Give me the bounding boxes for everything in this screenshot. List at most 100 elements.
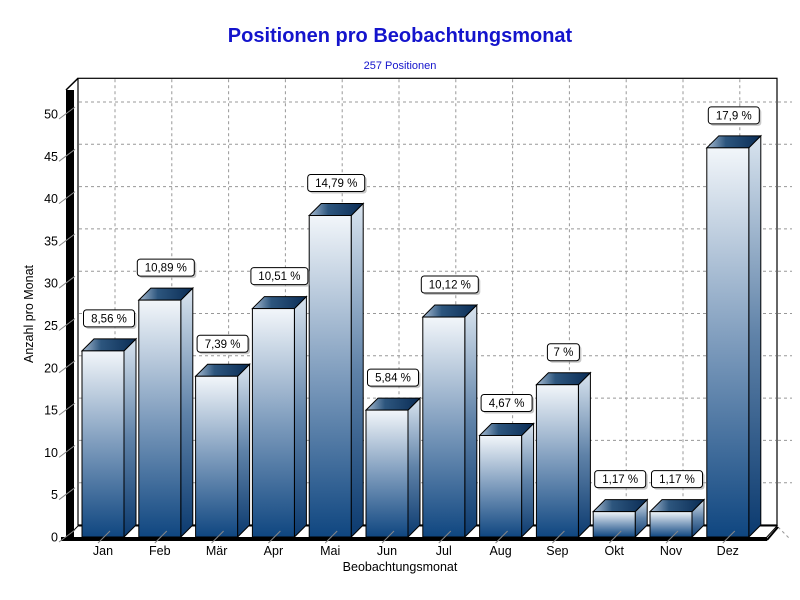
y-tick-label: 45 (44, 150, 58, 164)
label-text: 1,17 % (659, 474, 695, 486)
bar-label-Nov: 1,17 % (651, 470, 705, 490)
bar-side-face (521, 422, 535, 539)
label-box (250, 267, 309, 286)
y-tick-label: 35 (44, 234, 58, 248)
bar-front-face (138, 299, 182, 538)
label-box (546, 343, 580, 362)
y-tick-label: 10 (44, 446, 58, 460)
bar-front-face (649, 511, 693, 538)
label-text: 4,67 % (489, 398, 525, 410)
y-tick-label: 5 (51, 488, 58, 502)
bar-side-face (123, 337, 137, 539)
bar-front-face (479, 434, 523, 538)
bar-side-face (748, 134, 762, 539)
axis-ticks (58, 106, 736, 544)
bar-Jun (364, 396, 422, 539)
y-tick-label: 50 (44, 107, 58, 121)
x-tick-label: Apr (264, 544, 283, 558)
bar-value-labels: 8,56 % 10,89 % 7,39 % 10,51 % 14,79 % 5,84 % 1… (83, 106, 762, 490)
label-text: 14,79 % (315, 178, 357, 190)
x-tick-label: Mär (206, 544, 228, 558)
label-box (196, 334, 249, 353)
bar-front-face (251, 308, 295, 538)
label-box (594, 470, 647, 489)
bar-front-face (81, 350, 125, 538)
label-box (480, 393, 533, 412)
bar-label-Feb: 10,89 % (136, 258, 197, 279)
label-box (420, 275, 479, 294)
bar-front-face (592, 511, 636, 538)
x-tick-label: Aug (489, 544, 511, 558)
label-text: 7 % (553, 347, 573, 359)
bar-side-face (407, 396, 421, 539)
x-tick-label: Jun (377, 544, 397, 558)
chart-subtitle: 257 Positionen (363, 60, 437, 72)
y-tick-label: 0 (51, 531, 58, 545)
bar-side-face (237, 363, 251, 539)
bar-label-Apr: 10,51 % (250, 267, 310, 287)
bar-Jul (421, 303, 479, 539)
label-text: 8,56 % (91, 313, 127, 325)
bar-label-Aug: 4,67 % (480, 393, 535, 414)
y-tick-label: 40 (44, 192, 58, 206)
bar-label-Mai: 14,79 % (307, 174, 367, 194)
label-box (367, 368, 419, 387)
label-text: 1,17 % (602, 474, 638, 486)
bar-front-face (365, 409, 409, 538)
bar-label-Dez: 17,9 % (707, 106, 762, 126)
x-tick-label: Nov (660, 544, 683, 558)
bar-side-face (464, 303, 478, 539)
y-tick-label: 20 (44, 361, 58, 375)
bar-label-Mär: 7,39 % (196, 334, 251, 355)
bar-front-face (195, 375, 239, 538)
label-box (707, 106, 760, 125)
label-box (136, 258, 195, 277)
base-right-edge (766, 526, 779, 541)
y-tick-label: 15 (44, 404, 58, 418)
bar-front-face (535, 384, 579, 538)
bar-label-Okt: 1,17 % (594, 470, 648, 490)
x-tick-labels: Jan Feb Mär Apr Mai Jun Jul Aug Sep Okt Nov Dez (93, 544, 739, 558)
x-tick-label: Jul (436, 544, 452, 558)
x-tick-label: Mai (320, 544, 340, 558)
bar-Dez (705, 134, 763, 539)
bar-Jan (80, 337, 138, 539)
y-axis-wall (66, 90, 74, 539)
bar-label-Sep: 7 % (546, 343, 582, 363)
bar-Okt (591, 498, 649, 539)
x-tick-label: Okt (604, 544, 624, 558)
label-text: 17,9 % (716, 110, 752, 122)
bar-label-Jul: 10,12 % (420, 275, 481, 296)
bar-label-Jun: 5,84 % (367, 368, 421, 389)
bar-label-Jan: 8,56 % (83, 309, 137, 329)
bar-Feb (137, 286, 195, 539)
bar-Apr (251, 295, 308, 539)
y-axis-title: Anzahl pro Monat (22, 264, 36, 363)
chart-title: Positionen pro Beobachtungsmonat (227, 25, 573, 47)
bar-front-face (308, 215, 352, 538)
x-axis-title: Beobachtungsmonat (343, 560, 458, 574)
y-tick-label: 30 (44, 277, 58, 291)
label-text: 10,51 % (258, 271, 300, 283)
bar-side-face (293, 295, 307, 539)
y-tick-label: 25 (44, 319, 58, 333)
bar-Mär (194, 363, 251, 539)
x-tick-label: Jan (93, 544, 113, 558)
label-text: 5,84 % (375, 373, 411, 385)
label-box (651, 470, 703, 489)
right-axis-ticks (777, 101, 792, 540)
bar-front-face (706, 147, 750, 538)
bar-front-face (422, 316, 466, 538)
x-tick-label: Feb (149, 544, 171, 558)
y-tick-labels: 0 5 10 15 20 25 30 35 40 45 50 (44, 107, 58, 544)
x-tick-label: Sep (546, 544, 568, 558)
label-text: 10,12 % (429, 280, 471, 292)
bar-side-face (577, 371, 591, 539)
bar-Aug (478, 422, 535, 539)
bar-Mai (307, 202, 365, 539)
label-text: 7,39 % (205, 339, 241, 351)
y-axis-wall-top-edge (65, 77, 79, 91)
bar-side-face (350, 202, 364, 539)
